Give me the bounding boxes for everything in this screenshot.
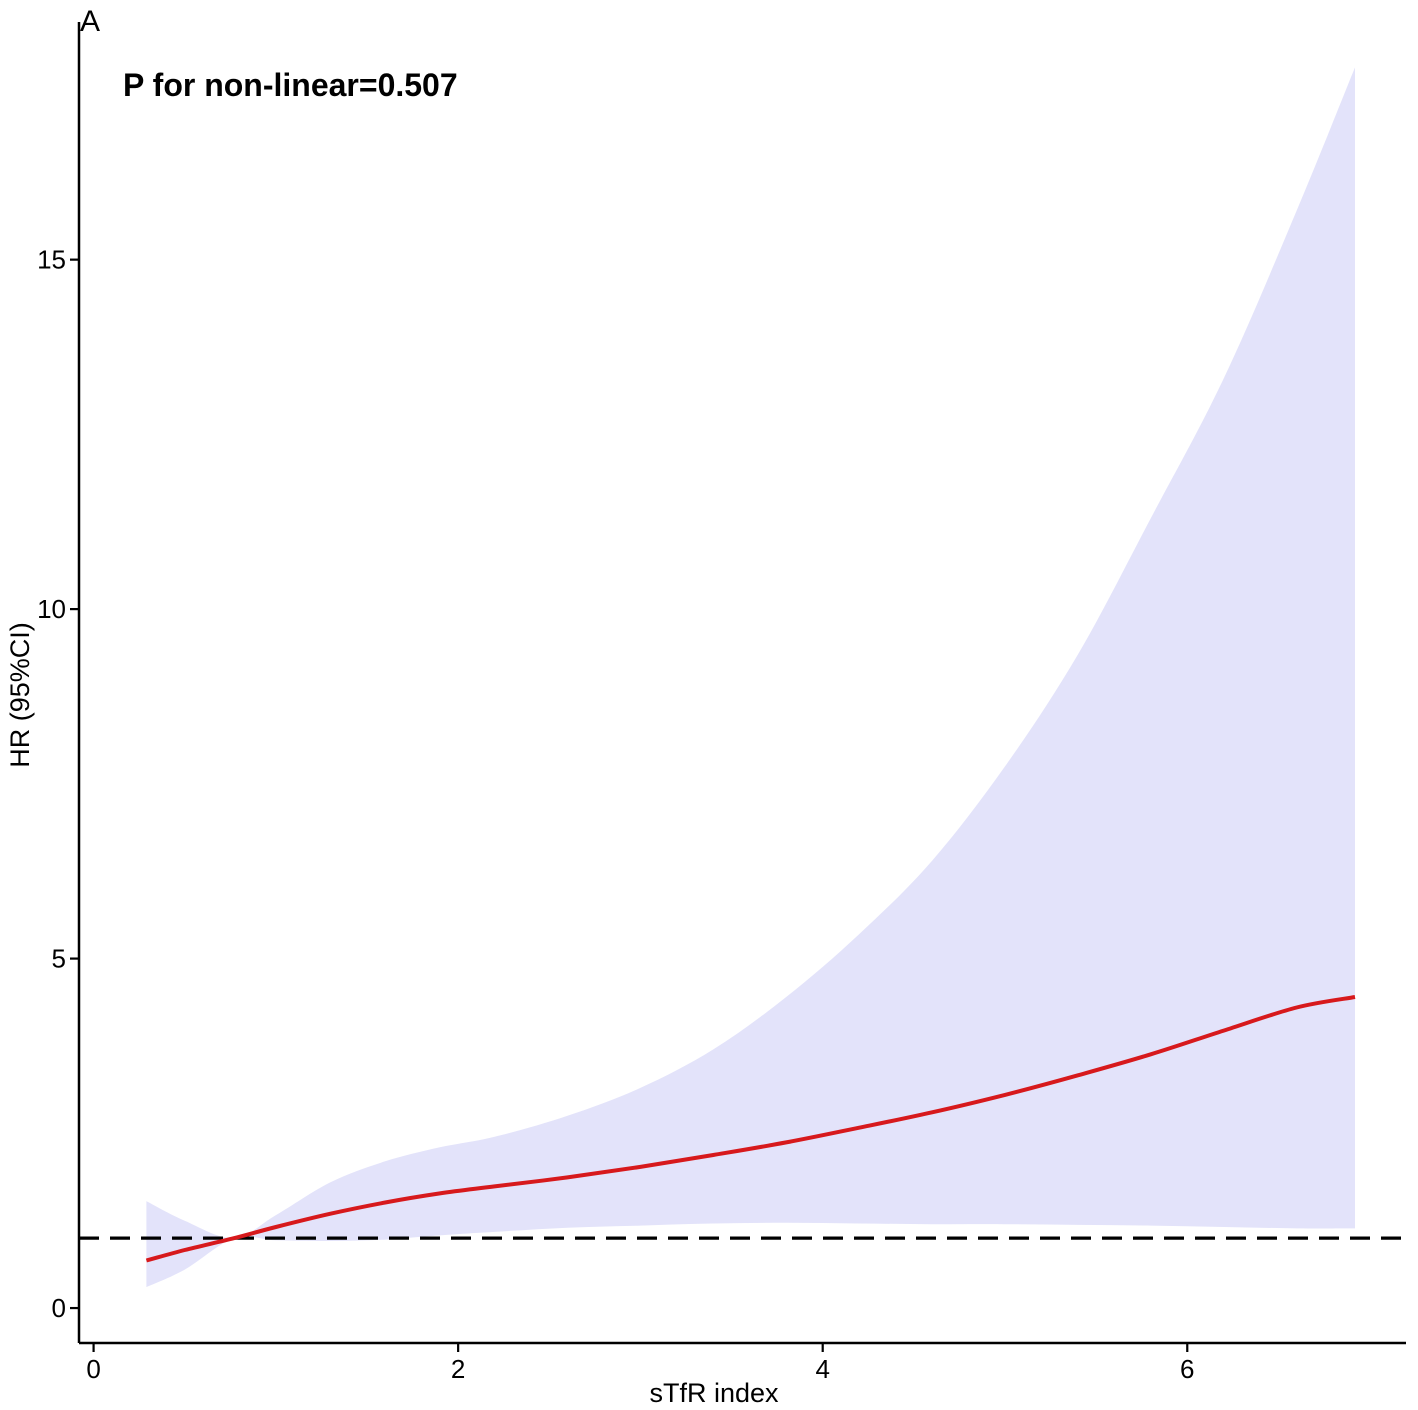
x-tick-label: 4: [815, 1354, 829, 1384]
x-tick-label: 2: [451, 1354, 465, 1384]
y-axis-title: HR (95%CI): [5, 622, 35, 768]
hr-curve: [145, 995, 1356, 1263]
x-axis-title: sTfR index: [649, 1378, 779, 1408]
y-axis-ticks: 0 5 10 15: [37, 245, 79, 1323]
y-tick-label: 0: [52, 1293, 66, 1323]
x-tick-label: 0: [86, 1354, 100, 1384]
y-tick-label: 15: [37, 245, 66, 275]
ci-band: [146, 67, 1355, 1288]
hr-curve-layer: [145, 995, 1356, 1263]
ci-band-layer: [146, 67, 1355, 1288]
panel-label: A: [80, 5, 100, 38]
p-nonlinear-annotation: P for non-linear=0.507: [123, 67, 458, 103]
x-tick-label: 6: [1180, 1354, 1194, 1384]
x-axis-ticks: 0 2 4 6: [86, 1343, 1194, 1384]
y-tick-label: 5: [52, 944, 66, 974]
y-tick-label: 10: [37, 594, 66, 624]
